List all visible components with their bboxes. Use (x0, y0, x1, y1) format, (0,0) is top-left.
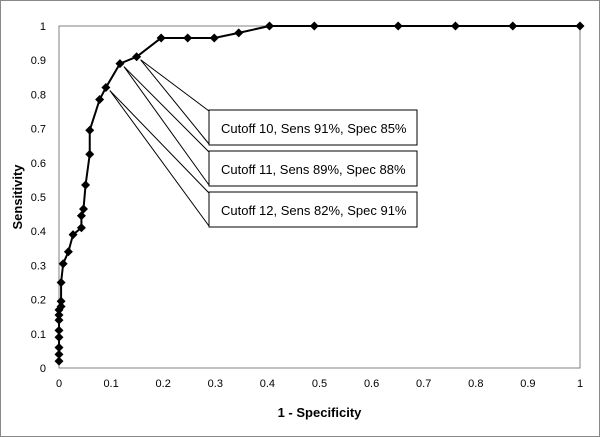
data-point-marker (85, 149, 95, 159)
data-point-marker (54, 342, 64, 352)
data-point-marker (85, 125, 95, 135)
data-point-marker (78, 204, 88, 214)
data-point-marker (56, 278, 66, 287)
data-point-marker (450, 21, 460, 31)
x-tick-label: 0.4 (260, 378, 275, 390)
annotation-leader-line (123, 66, 210, 186)
data-point-marker (156, 33, 166, 43)
annotations: Cutoff 10, Sens 91%, Spec 85% Cutoff 11, … (109, 59, 418, 228)
x-tick-label: 0.5 (312, 378, 327, 390)
data-point-marker (54, 349, 64, 359)
annotation-label: Cutoff 10, Sens 91%, Spec 85% (221, 121, 407, 136)
ticks: 0 0.1 0.2 0.3 0.4 0.5 0.6 0.7 0.8 0.9 1 0 0.1 0.2 0.3 0… (31, 21, 583, 390)
x-tick-label: 0.9 (520, 378, 535, 390)
y-tick-label: 0.9 (31, 55, 46, 67)
y-tick-label: 0.4 (31, 226, 46, 238)
data-point-marker (76, 223, 86, 233)
data-point-marker (56, 301, 66, 311)
data-point-marker (54, 332, 64, 342)
y-tick-label: 0.6 (31, 158, 46, 170)
y-tick-label: 0.8 (31, 89, 46, 101)
data-point-marker (54, 310, 64, 320)
annotation-box (208, 109, 418, 146)
annotation-box (208, 191, 418, 228)
data-point-marker (54, 315, 64, 325)
x-tick-label: 0.1 (103, 378, 118, 390)
annotation-leader-line (109, 90, 210, 194)
data-point-marker (101, 83, 111, 93)
annotation-leader-line (140, 59, 210, 145)
x-tick-label: 0.6 (364, 378, 379, 390)
data-point-marker (575, 21, 585, 31)
data-point-marker (58, 259, 68, 269)
x-tick-label: 0.7 (416, 378, 431, 390)
x-tick-label: 0 (56, 378, 62, 390)
annotation-box (208, 150, 418, 187)
y-tick-label: 1 (40, 21, 46, 33)
y-tick-label: 0.7 (31, 124, 46, 136)
y-tick-label: 0 (40, 363, 46, 375)
x-tick-label: 0.2 (156, 378, 171, 390)
data-point-marker (393, 21, 403, 31)
data-point-marker (264, 21, 274, 31)
data-point-marker (54, 356, 64, 366)
x-tick-label: 0.3 (208, 378, 223, 390)
y-axis-title: Sensitivity (10, 164, 25, 230)
data-point-marker (68, 230, 78, 240)
x-axis-title: 1 - Specificity (278, 405, 363, 420)
data-point-marker (132, 52, 142, 62)
data-point-marker (508, 21, 518, 31)
data-point-marker (63, 247, 73, 257)
data-point-marker (54, 325, 64, 335)
annotation-label: Cutoff 11, Sens 89%, Spec 88% (221, 162, 406, 177)
annotation-leader-line (140, 59, 210, 112)
data-point-marker (309, 21, 319, 31)
annotation-label: Cutoff 12, Sens 82%, Spec 91% (221, 203, 407, 218)
data-point-marker (95, 95, 105, 105)
data-point-marker (183, 33, 193, 43)
data-point-marker (234, 28, 244, 38)
data-point-marker (115, 59, 125, 69)
annotation-leader-line (123, 66, 210, 153)
y-tick-label: 0.5 (31, 192, 46, 204)
y-tick-label: 0.3 (31, 260, 46, 272)
data-point-marker (209, 33, 219, 43)
y-tick-label: 0.2 (31, 295, 46, 307)
y-tick-label: 0.1 (31, 329, 46, 341)
data-point-marker (76, 211, 86, 221)
annotation-leader-line (109, 90, 210, 227)
x-tick-label: 1 (577, 378, 583, 390)
data-point-marker (56, 296, 66, 306)
data-point-marker (81, 180, 91, 190)
x-tick-label: 0.8 (468, 378, 483, 390)
data-points (54, 21, 585, 366)
